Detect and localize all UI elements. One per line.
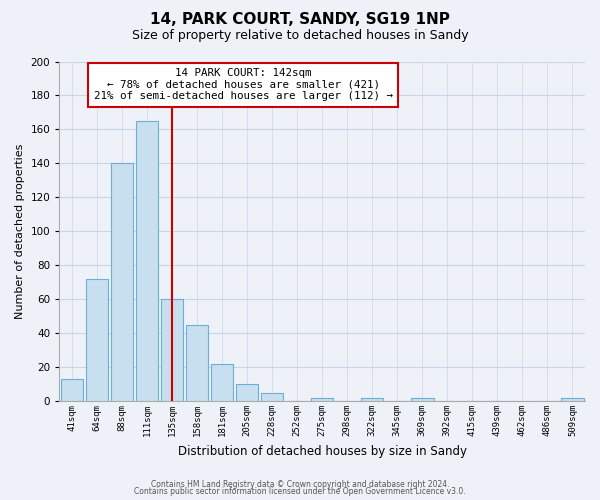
Bar: [311, 398, 334, 401]
Text: Contains HM Land Registry data © Crown copyright and database right 2024.: Contains HM Land Registry data © Crown c…: [151, 480, 449, 489]
Text: Contains public sector information licensed under the Open Government Licence v3: Contains public sector information licen…: [134, 487, 466, 496]
Bar: [561, 398, 584, 401]
X-axis label: Distribution of detached houses by size in Sandy: Distribution of detached houses by size …: [178, 444, 467, 458]
Bar: [186, 324, 208, 401]
Bar: [136, 121, 158, 401]
Text: Size of property relative to detached houses in Sandy: Size of property relative to detached ho…: [131, 29, 469, 42]
Text: 14, PARK COURT, SANDY, SG19 1NP: 14, PARK COURT, SANDY, SG19 1NP: [150, 12, 450, 28]
Bar: [261, 392, 283, 401]
Y-axis label: Number of detached properties: Number of detached properties: [15, 144, 25, 319]
Bar: [361, 398, 383, 401]
Bar: [411, 398, 434, 401]
Bar: [211, 364, 233, 401]
Bar: [161, 299, 183, 401]
Bar: [110, 164, 133, 401]
Bar: [86, 279, 108, 401]
Bar: [236, 384, 259, 401]
Bar: [61, 379, 83, 401]
Text: 14 PARK COURT: 142sqm
← 78% of detached houses are smaller (421)
21% of semi-det: 14 PARK COURT: 142sqm ← 78% of detached …: [94, 68, 393, 102]
